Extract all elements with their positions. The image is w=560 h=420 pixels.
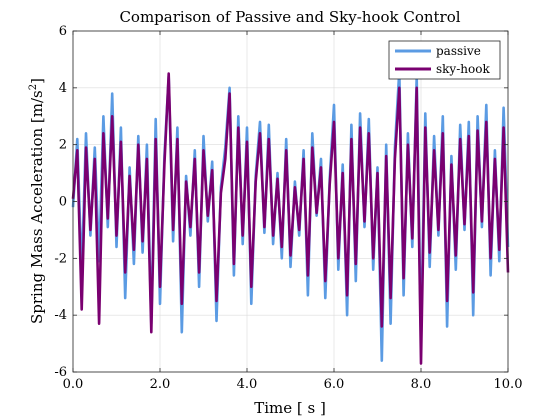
x-axis-label: Time [ s ] xyxy=(254,399,326,417)
series-layer xyxy=(71,69,510,365)
y-tick-label: -2 xyxy=(54,251,67,266)
legend-label-passive: passive xyxy=(436,44,481,58)
x-tick-label: 6.0 xyxy=(324,377,345,392)
x-tick-label: 4.0 xyxy=(237,377,258,392)
chart-title: Comparison of Passive and Sky-hook Contr… xyxy=(119,8,460,26)
y-tick-label: -4 xyxy=(54,308,67,323)
ticks xyxy=(72,30,509,373)
y-axis-label-end: ] xyxy=(28,78,46,84)
y-tick-label: 6 xyxy=(59,24,67,39)
legend: passive sky-hook xyxy=(388,40,501,80)
x-tick-label: 0.0 xyxy=(63,377,84,392)
tick-labels: 0.0 2.0 4.0 6.0 8.0 10.0 -6 -4 -2 0 2 4 6 xyxy=(54,24,522,392)
x-tick-label: 2.0 xyxy=(150,377,171,392)
legend-box xyxy=(388,40,501,80)
y-tick-label: 0 xyxy=(59,195,67,210)
x-tick-label: 10.0 xyxy=(494,377,523,392)
y-axis-label: Spring Mass Acceleration [m/s2] xyxy=(28,78,46,324)
y-tick-label: 2 xyxy=(59,138,67,153)
y-tick-label: 4 xyxy=(59,81,67,96)
y-axis-label-superscript: 2 xyxy=(28,84,39,90)
y-tick-label: -6 xyxy=(54,365,67,380)
y-axis-label-main: Spring Mass Acceleration [m/s xyxy=(28,90,46,324)
legend-label-sky-hook: sky-hook xyxy=(436,62,490,76)
x-tick-label: 8.0 xyxy=(411,377,432,392)
series-line-sky-hook xyxy=(71,72,510,365)
